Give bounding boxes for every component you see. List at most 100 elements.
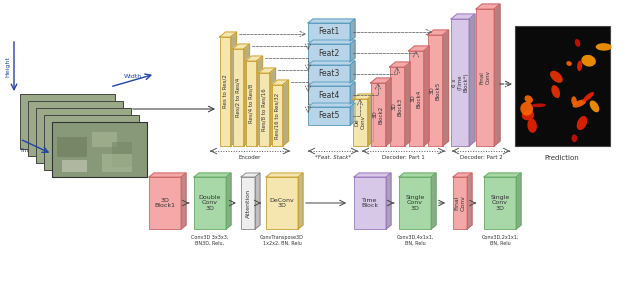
Text: Feat5: Feat5 — [318, 111, 340, 121]
Polygon shape — [257, 56, 262, 146]
Bar — [308, 23, 350, 41]
Bar — [353, 99, 367, 146]
Bar — [451, 19, 469, 146]
Text: Prediction: Prediction — [545, 155, 579, 161]
FancyBboxPatch shape — [62, 160, 87, 172]
Polygon shape — [350, 103, 355, 125]
Text: Conv3D,4x1x1,
BN, Relu: Conv3D,4x1x1, BN, Relu — [396, 235, 434, 246]
Text: Decoder: Part 2: Decoder: Part 2 — [460, 155, 502, 160]
Text: Res/8 to Res/16: Res/8 to Res/16 — [262, 88, 266, 131]
Polygon shape — [494, 4, 500, 146]
Polygon shape — [220, 32, 237, 37]
Polygon shape — [308, 19, 355, 23]
Text: Feat4: Feat4 — [318, 91, 340, 99]
Bar — [308, 86, 350, 104]
Polygon shape — [246, 56, 262, 61]
Bar — [354, 177, 386, 229]
Text: 3D
Block3: 3D Block3 — [392, 97, 403, 116]
Text: 6 x
(Time
Block*): 6 x (Time Block*) — [452, 73, 468, 92]
Text: Res to Res/2: Res to Res/2 — [223, 75, 227, 108]
Bar — [408, 51, 424, 146]
Text: Res/2 to Res/4: Res/2 to Res/4 — [236, 78, 241, 117]
Polygon shape — [350, 82, 355, 104]
Polygon shape — [386, 173, 391, 229]
Ellipse shape — [575, 39, 580, 47]
Polygon shape — [367, 94, 374, 146]
Ellipse shape — [531, 103, 546, 107]
Polygon shape — [230, 32, 237, 146]
Polygon shape — [350, 40, 355, 62]
Text: Feat3: Feat3 — [318, 69, 340, 78]
Polygon shape — [181, 173, 186, 229]
Bar — [399, 177, 431, 229]
FancyBboxPatch shape — [102, 154, 132, 172]
Ellipse shape — [520, 102, 533, 116]
Ellipse shape — [572, 96, 577, 106]
Polygon shape — [451, 14, 475, 19]
Text: Single
Conv
3D: Single Conv 3D — [490, 195, 509, 211]
Polygon shape — [353, 94, 374, 99]
Text: DeConv
3D: DeConv 3D — [269, 198, 294, 208]
FancyBboxPatch shape — [515, 26, 610, 146]
Polygon shape — [255, 173, 260, 229]
Polygon shape — [385, 78, 392, 146]
Polygon shape — [308, 61, 355, 65]
Polygon shape — [467, 173, 472, 229]
FancyBboxPatch shape — [36, 108, 131, 163]
Bar — [266, 177, 298, 229]
Bar — [308, 65, 350, 83]
Ellipse shape — [527, 118, 537, 133]
Text: Conv3D 3x3x3,
BN3D, Relu,: Conv3D 3x3x3, BN3D, Relu, — [191, 235, 228, 246]
Polygon shape — [431, 173, 436, 229]
Text: Final
Conv: Final Conv — [479, 71, 490, 84]
Polygon shape — [399, 173, 436, 177]
Text: 3D
Block1: 3D Block1 — [154, 198, 175, 208]
Ellipse shape — [572, 134, 577, 142]
Polygon shape — [476, 4, 500, 9]
Bar — [149, 177, 181, 229]
Bar — [271, 85, 282, 146]
Text: Encoder: Encoder — [239, 155, 261, 160]
Polygon shape — [453, 173, 472, 177]
Polygon shape — [371, 78, 392, 83]
Polygon shape — [194, 173, 231, 177]
Bar — [232, 49, 243, 146]
Text: De
Conv: De Conv — [355, 116, 365, 129]
Bar — [259, 73, 269, 146]
Polygon shape — [232, 44, 250, 49]
FancyBboxPatch shape — [44, 115, 139, 170]
Text: Res/4 to Res/8: Res/4 to Res/8 — [248, 84, 253, 123]
Bar — [194, 177, 226, 229]
Polygon shape — [149, 173, 186, 177]
FancyBboxPatch shape — [52, 122, 147, 177]
Ellipse shape — [551, 85, 560, 98]
Text: 3D
Block5: 3D Block5 — [429, 81, 440, 100]
Bar — [246, 61, 257, 146]
Ellipse shape — [566, 61, 572, 66]
Text: ConvTranspose3D
1x2x2, BN, Relu: ConvTranspose3D 1x2x2, BN, Relu — [260, 235, 304, 246]
Polygon shape — [408, 46, 429, 51]
Bar — [371, 83, 385, 146]
FancyBboxPatch shape — [112, 142, 132, 167]
Text: Time: Time — [20, 148, 36, 153]
Polygon shape — [259, 68, 275, 73]
Bar — [308, 44, 350, 62]
Ellipse shape — [589, 101, 599, 112]
Text: Input: Input — [66, 163, 84, 169]
Polygon shape — [390, 62, 410, 67]
Text: Single
Conv
3D: Single Conv 3D — [405, 195, 424, 211]
Polygon shape — [243, 44, 250, 146]
Ellipse shape — [550, 71, 563, 83]
Text: Attention: Attention — [246, 188, 250, 218]
FancyBboxPatch shape — [20, 94, 115, 149]
Polygon shape — [282, 80, 289, 146]
FancyBboxPatch shape — [28, 101, 123, 156]
Text: *Feat. Stack*: *Feat. Stack* — [315, 155, 351, 160]
Text: Time
Block: Time Block — [362, 198, 379, 208]
Text: 3D
Block2: 3D Block2 — [372, 105, 383, 123]
Text: Feat2: Feat2 — [318, 49, 340, 58]
Polygon shape — [428, 30, 449, 35]
Ellipse shape — [525, 95, 533, 103]
Text: Decoder: Part 1: Decoder: Part 1 — [382, 155, 425, 160]
Bar — [428, 35, 442, 146]
